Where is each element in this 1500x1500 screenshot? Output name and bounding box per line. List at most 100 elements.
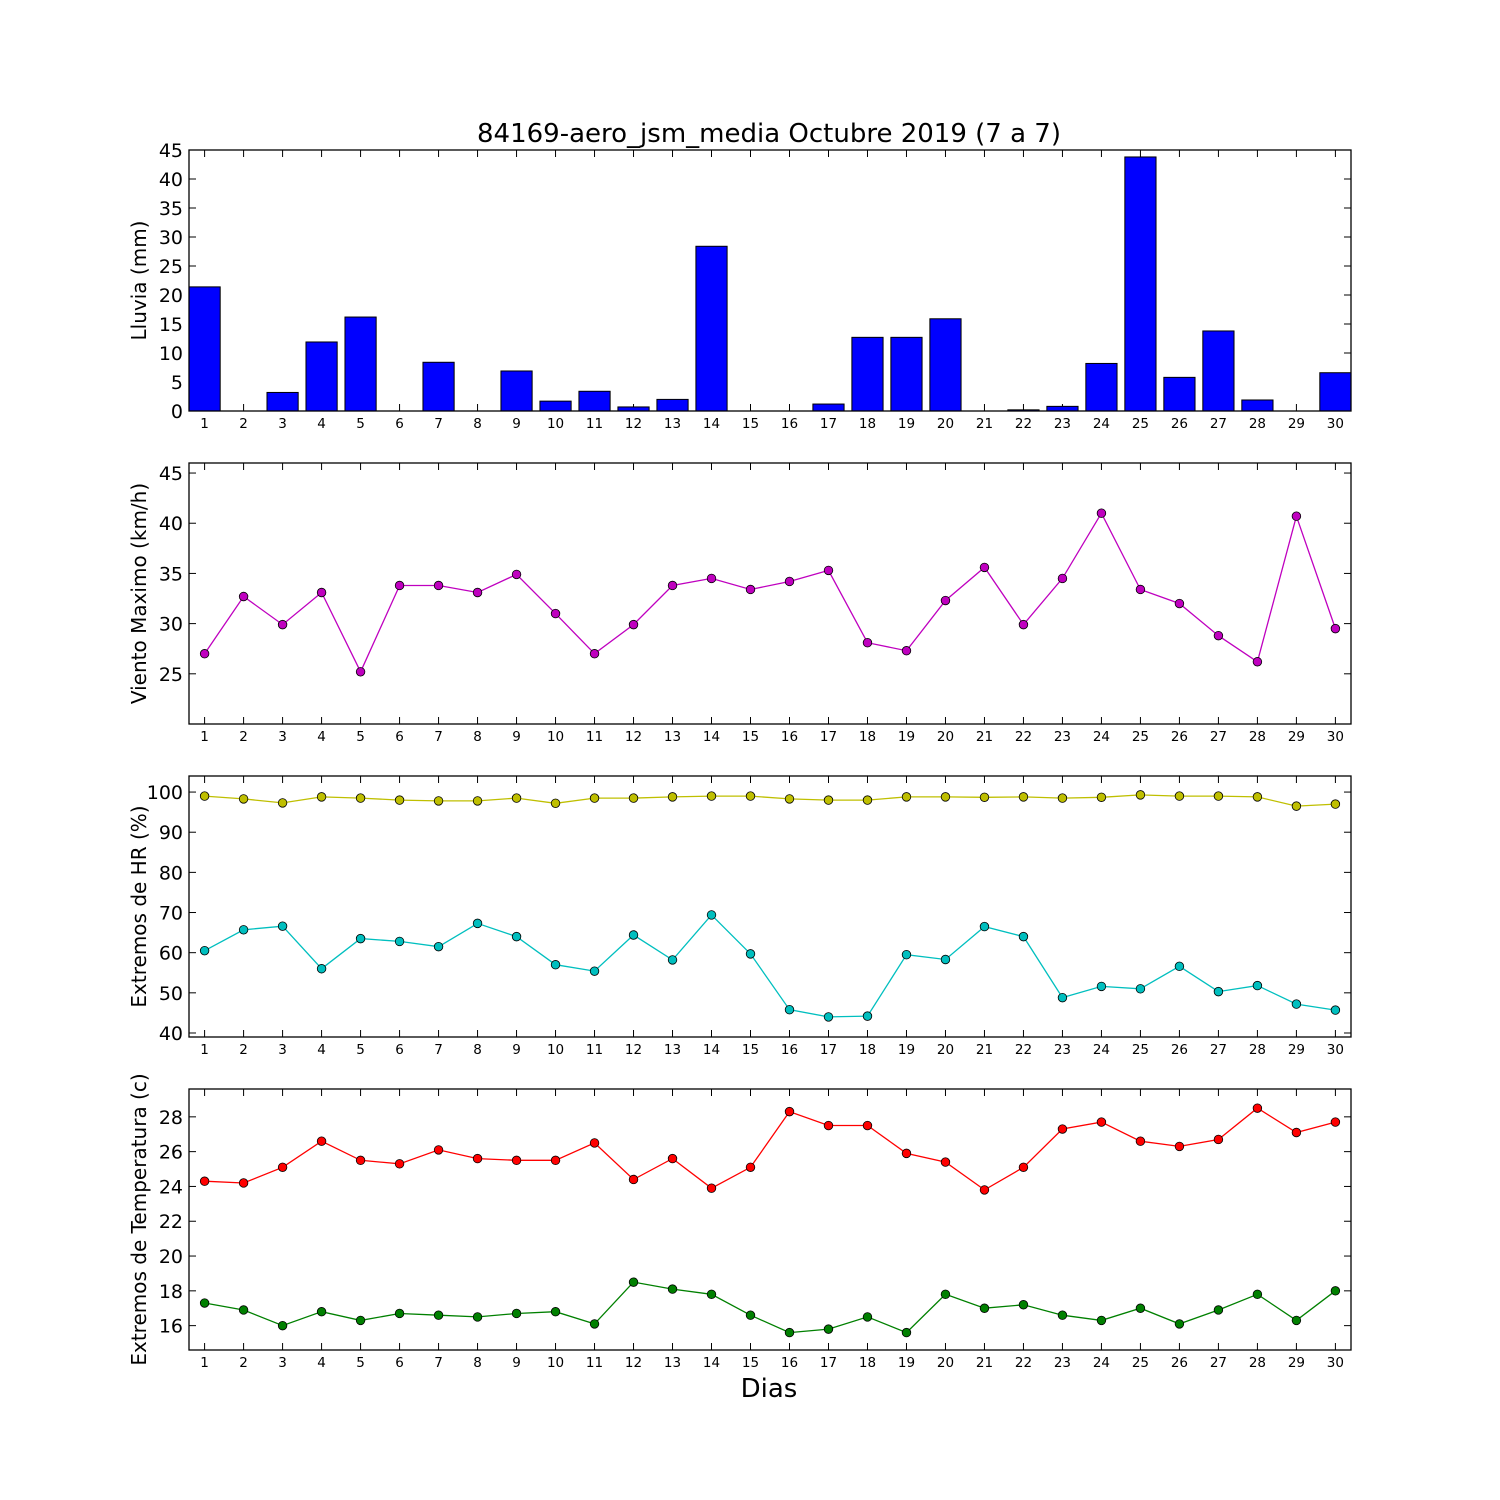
x-tick-label: 16 [781,1042,798,1058]
y-tick-label: 28 [159,1107,183,1129]
x-tick-label: 9 [512,1042,521,1058]
point-day-26 [1174,961,1185,972]
x-tick-label: 18 [859,729,876,745]
point-day-2 [238,591,249,602]
point-day-10 [550,1155,561,1166]
x-tick-label: 8 [473,416,482,432]
point-day-13 [667,955,678,965]
point-day-1 [199,1298,210,1308]
point-day-4 [316,587,327,598]
point-day-28 [1252,1289,1263,1300]
y-tick-label: 22 [159,1211,183,1233]
x-tick-label: 21 [976,1042,993,1058]
point-day-20 [940,595,951,606]
point-day-18 [862,1312,873,1322]
series-line-2 [204,1281,1336,1334]
point-day-11 [589,966,600,976]
point-day-25 [1135,790,1146,800]
bar-day-28 [1241,399,1274,412]
x-tick-label: 1 [200,416,209,432]
point-day-29 [1291,511,1302,521]
y-tick-label: 80 [159,862,183,884]
point-day-26 [1174,791,1185,801]
y-tick-label: 16 [159,1316,183,1338]
point-day-19 [901,646,912,656]
x-tick-label: 6 [395,729,404,745]
point-day-26 [1174,1319,1185,1329]
point-day-5 [355,793,366,803]
x-tick-label: 13 [664,1355,681,1371]
x-tick-label: 10 [547,416,564,432]
x-tick-label: 3 [278,416,287,432]
bar-day-19 [890,336,923,412]
y-tick-label: 40 [159,169,183,191]
x-tick-label: 7 [434,1355,443,1371]
point-day-9 [511,1308,522,1319]
point-day-28 [1252,657,1263,667]
x-tick-label: 9 [512,729,521,745]
x-tick-label: 11 [586,1042,603,1058]
point-day-1 [199,1176,210,1186]
point-day-19 [901,792,912,802]
x-tick-label: 20 [937,1355,954,1371]
series-line-1 [204,1107,1336,1191]
point-day-21 [979,562,990,573]
point-day-18 [862,795,873,805]
x-tick-label: 27 [1210,1355,1227,1371]
point-day-3 [277,1320,288,1331]
series-line-2 [204,913,1336,1018]
x-tick-label: 12 [625,416,642,432]
point-day-13 [667,1153,678,1164]
point-day-18 [862,1120,873,1131]
bar-day-24 [1085,362,1118,412]
x-tick-label: 15 [742,1042,759,1058]
point-day-22 [1018,619,1029,630]
point-day-23 [1057,573,1068,584]
x-tick-label: 26 [1171,729,1188,745]
point-day-7 [433,796,444,806]
point-day-5 [355,1155,366,1166]
x-tick-label: 21 [976,1355,993,1371]
x-tick-label: 18 [859,416,876,432]
point-day-19 [901,1148,912,1159]
x-tick-label: 5 [356,1355,365,1371]
y-axis-label: Extremos de HR (%) [127,805,151,1007]
y-tick-label: 18 [159,1281,183,1303]
x-axis-label: Dias [741,1374,798,1404]
x-tick-label: 26 [1171,1355,1188,1371]
point-day-29 [1291,999,1302,1009]
x-tick-label: 3 [278,729,287,745]
x-tick-label: 18 [859,1355,876,1371]
bar-day-11 [578,390,611,412]
x-tick-label: 22 [1015,1042,1032,1058]
bar-day-5 [344,316,377,412]
x-tick-label: 24 [1093,729,1110,745]
x-tick-label: 29 [1288,1355,1305,1371]
x-tick-label: 25 [1132,416,1149,432]
point-day-8 [472,587,483,598]
point-day-9 [511,793,522,803]
x-tick-label: 24 [1093,1042,1110,1058]
axes-frame [188,149,1352,412]
y-tick-label: 30 [159,227,183,249]
x-tick-label: 10 [547,1355,564,1371]
x-tick-label: 17 [820,1042,837,1058]
point-day-12 [628,793,639,803]
point-day-30 [1330,1005,1341,1015]
x-tick-label: 10 [547,729,564,745]
y-tick-label: 40 [159,513,183,535]
point-day-8 [472,796,483,806]
point-day-6 [394,1308,405,1319]
point-day-27 [1213,630,1224,641]
point-day-4 [316,1136,327,1146]
y-tick-label: 40 [159,1023,183,1045]
point-day-8 [472,1153,483,1164]
point-day-29 [1291,1315,1302,1326]
x-tick-label: 22 [1015,416,1032,432]
point-day-20 [940,1157,951,1167]
x-tick-label: 17 [820,1355,837,1371]
y-tick-label: 35 [159,563,183,585]
